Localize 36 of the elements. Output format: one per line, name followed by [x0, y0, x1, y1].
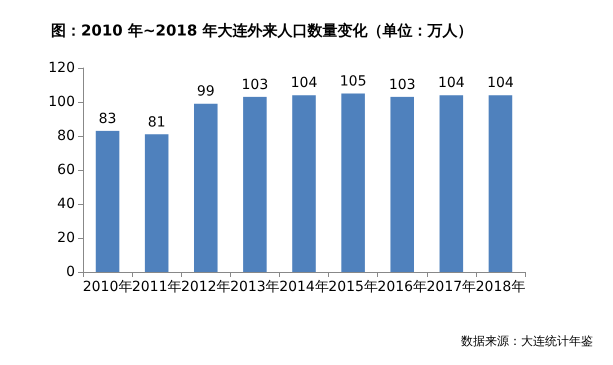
y-tick-label: 0 [66, 264, 75, 280]
data-label: 104 [290, 75, 318, 92]
bar [292, 95, 316, 272]
bar [440, 95, 464, 272]
bar [96, 130, 120, 272]
data-label: 103 [242, 76, 268, 93]
y-tick-label: 100 [48, 94, 75, 110]
x-tick-label: 2010年 [82, 279, 132, 295]
x-tick-label: 2018年 [476, 279, 526, 295]
y-tick-label: 60 [57, 162, 75, 178]
x-tick-label: 2011年 [132, 279, 182, 295]
x-tick-label: 2013年 [230, 279, 280, 295]
data-label: 83 [98, 110, 116, 127]
x-tick-label: 2017年 [426, 279, 476, 295]
source-note: 数据来源：大连统计年鉴 [461, 334, 593, 348]
bar [390, 96, 414, 272]
x-tick-label: 2015年 [328, 279, 378, 295]
data-label: 103 [388, 76, 416, 93]
bar [243, 96, 267, 272]
data-label: 81 [148, 114, 166, 130]
bar [194, 104, 218, 272]
x-tick-label: 2012年 [180, 279, 231, 295]
y-tick-label: 40 [57, 196, 75, 212]
x-tick-label: 2014年 [279, 279, 329, 295]
x-tick-label: 2016年 [377, 279, 428, 295]
data-label: 105 [340, 74, 366, 90]
y-tick-label: 80 [57, 128, 75, 144]
bar [144, 134, 168, 272]
data-label: 99 [196, 84, 215, 100]
y-tick-label: 120 [48, 60, 75, 76]
chart-title: 图：2010 年~2018 年大连外来人口数量变化（单位：万人） [51, 22, 473, 40]
data-label: 104 [438, 75, 465, 92]
y-tick-label: 20 [57, 230, 75, 246]
bar [488, 95, 512, 272]
bar [341, 94, 365, 272]
data-label: 104 [487, 75, 514, 92]
